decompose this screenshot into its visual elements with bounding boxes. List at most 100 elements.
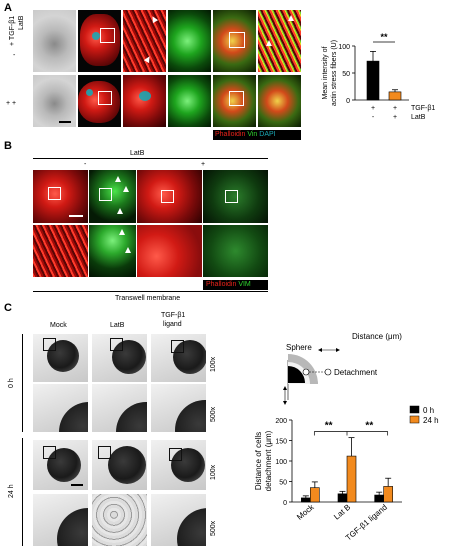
merged-image-latb: [78, 75, 121, 127]
brightfield-image-ctrl: [33, 10, 76, 72]
panel-b-plus: +: [201, 161, 206, 168]
y-axis-label: Mean intensity of actin stress fibers (U): [322, 40, 338, 106]
transwell-line: [33, 291, 268, 292]
bar: [337, 493, 348, 503]
c-mock-24h-100x: [33, 440, 88, 490]
bar: [383, 486, 393, 503]
panel-b-letter: B: [4, 140, 12, 152]
panel-b-minus: -: [84, 161, 87, 168]
y-tick-label: 100: [275, 459, 287, 466]
legend-swatch: [409, 405, 420, 414]
legend-label: 24 h: [423, 416, 439, 425]
b-vim-minus: [89, 170, 136, 223]
legend-label: 0 h: [423, 406, 434, 415]
c-tgf-0h-500x: [151, 384, 206, 432]
c-latb-0h-100x: [92, 334, 147, 382]
brightfield-image-latb: [33, 75, 76, 127]
y-tick-label: 100: [338, 44, 350, 51]
x-tick-label: Mock: [295, 502, 316, 522]
c-mock-0h-100x: [33, 334, 88, 382]
c-tgf-0h-100x: [151, 334, 206, 382]
detachment-schematic: Distance (μm) Sphere Detachment: [283, 332, 402, 405]
row2-signs: + +: [6, 100, 17, 107]
time-0h: 0 h: [8, 378, 15, 388]
y-tick-label: 50: [279, 480, 287, 487]
b-phalloidin-plus-zoom: [137, 225, 202, 277]
panel-a-header-tgf: + TGF-β1: [9, 15, 16, 46]
b-vim-minus-zoom: [89, 225, 136, 277]
col-tgf-2: ligand: [163, 321, 182, 328]
merge-overlay-latb: [213, 75, 256, 127]
c-latb-24h-100x: [92, 440, 147, 490]
mag-100x-row2: 100x: [210, 464, 217, 480]
bar: [388, 91, 402, 101]
transwell-caption: Transwell membrane: [115, 295, 181, 302]
y-axis-label-line2: actin stress fibers (U): [331, 40, 338, 106]
y-axis-label: Distance of cellsdetachment (μm): [254, 430, 273, 491]
b-vim-plus-zoom: [203, 225, 268, 277]
c-tgf-24h-100x: [151, 440, 206, 490]
merge-zoom-ctrl: [258, 10, 301, 72]
y-axis-label-line2: detachment (μm): [264, 430, 273, 491]
b-phalloidin-plus: [137, 170, 202, 223]
panel-a-letter: A: [4, 2, 12, 14]
c-mock-0h-500x: [33, 384, 88, 432]
c-tgf-24h-500x: [151, 494, 206, 546]
bar: [301, 497, 311, 503]
scale-bar: [69, 215, 83, 217]
x-tick-label: Lat B: [332, 503, 352, 522]
phalloidin-zoom-latb: [123, 75, 166, 127]
panel-b-latb-label: LatB: [130, 150, 145, 157]
y-axis-label-line1: Mean intensity of: [322, 46, 329, 99]
cond-latb: +: [393, 114, 397, 121]
bar: [310, 487, 320, 503]
row-0h-bracket: [22, 334, 23, 432]
scale-bar: [59, 121, 71, 123]
sig-label: **: [380, 32, 388, 42]
row-24h-bracket: [22, 438, 23, 546]
merge-zoom-latb: [258, 75, 301, 127]
panel-c-letter: C: [4, 302, 12, 314]
panel-b-header-line: [33, 158, 268, 159]
detached-cell: [324, 368, 332, 376]
time-24h: 24 h: [8, 484, 15, 498]
cond-latb: -: [372, 114, 375, 121]
mag-100x-row1: 100x: [210, 356, 217, 372]
panel-a-header-latb: LatB: [18, 15, 25, 30]
sig-label-2: **: [365, 420, 373, 431]
b-vim-plus: [203, 170, 268, 223]
y-tick-label: 150: [275, 439, 287, 446]
legend-a: Phalloidin Vin DAPI: [213, 130, 301, 140]
merged-image-ctrl: [78, 10, 121, 72]
phalloidin-zoom-ctrl: [123, 10, 166, 72]
y-tick-label: 0: [346, 98, 350, 105]
vin-image-latb: [168, 75, 211, 127]
schema-sphere: [288, 366, 305, 383]
row-label-tgf: TGF-β1: [411, 105, 435, 112]
schema-distance-label: Distance (μm): [352, 332, 402, 341]
row1-latb-sign: -: [13, 52, 16, 59]
c-latb-0h-500x: [92, 384, 147, 432]
bar: [374, 494, 384, 503]
b-phalloidin-minus-zoom: [33, 225, 88, 277]
scale-bar: [71, 484, 83, 486]
y-tick-label: 200: [275, 418, 287, 425]
col-tgf-1: TGF-β1: [161, 312, 186, 319]
schema-detachment-label: Detachment: [334, 368, 378, 377]
schema-sphere-label: Sphere: [286, 343, 312, 352]
vin-image-ctrl: [168, 10, 211, 72]
merge-overlay-ctrl: [213, 10, 256, 72]
sig-label-1: **: [325, 420, 333, 431]
col-mock: Mock: [50, 322, 67, 329]
legend-b: Phalloidin VIM: [203, 280, 268, 290]
bar: [366, 60, 380, 101]
bar: [346, 455, 357, 503]
mag-500x-row1: 500x: [210, 406, 217, 422]
cond-tgf: +: [371, 105, 375, 112]
y-tick-label: 50: [342, 71, 350, 78]
cond-tgf: +: [393, 105, 397, 112]
y-axis-label-line1: Distance of cells: [254, 432, 263, 490]
c-mock-24h-500x: [33, 494, 88, 546]
